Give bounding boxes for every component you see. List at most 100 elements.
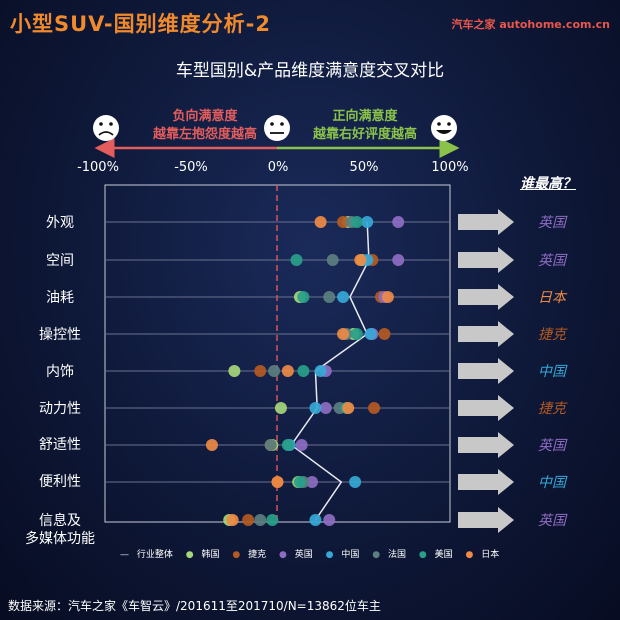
data-point [326,254,339,266]
negative-label-line2: 越靠左抱怨度越高 [152,127,257,142]
data-point [364,328,377,340]
data-point [314,216,327,228]
legend-item: ● 美国 [418,550,453,560]
positive-label: 正向满意度 越靠右好评度越高 [295,108,435,144]
legend-item: ● 法国 [372,550,407,560]
category-label: 舒适性 [39,437,81,453]
winner-arrow [458,432,514,458]
data-point [297,365,310,377]
data-point [392,254,405,266]
category-label: 动力性 [39,401,81,417]
data-point [368,402,381,414]
winner-label: 英国 [538,253,566,269]
positive-label-line1: 正向满意度 [332,109,398,124]
winner-arrow [458,469,514,495]
chart-title: 车型国别&产品维度满意度交叉对比 [175,61,445,81]
legend-label: 中国 [341,550,360,560]
data-point [342,402,355,414]
category-label-line2: 多媒体功能 [25,531,95,547]
sad-face-icon [93,115,119,141]
brand-logo: 汽车之家 autohome.com.cn [451,18,610,31]
data-point [242,514,255,526]
category-label: 操控性 [39,327,81,343]
data-point [309,514,322,526]
legend: — 行业整体 ● 韩国 ● 捷克 ● 英国 ● 中国 ● 法国 ● 美国 ● 日… [120,547,509,560]
data-point [323,514,336,526]
winner-label: 英国 [538,513,566,529]
category-label: 信息及 多媒体功能 [20,512,100,548]
category-label: 油耗 [46,290,74,306]
data-point [319,402,332,414]
category-label: 空间 [46,253,74,269]
data-point [293,476,306,488]
neutral-face-icon [264,115,290,141]
legend-item: ● 捷克 [232,550,267,560]
data-point [337,291,350,303]
data-point [337,328,350,340]
data-point [354,254,367,266]
data-point [268,365,281,377]
category-label: 内饰 [46,364,74,380]
data-point [337,216,350,228]
x-tick-label: -100% [77,160,119,175]
data-point [297,291,310,303]
legend-label: 英国 [294,550,313,560]
data-point [274,402,287,414]
winner-label: 捷克 [538,327,566,343]
data-point [205,439,218,451]
legend-item: ● 中国 [325,550,360,560]
question-label: 谁最高？ [520,176,576,192]
winner-arrow [458,284,514,310]
data-point [392,216,405,228]
legend-label: 韩国 [201,550,220,560]
positive-label-line2: 越靠右好评度越高 [312,127,417,142]
winner-arrow [458,247,514,273]
winner-label: 中国 [538,364,566,380]
legend-label: 日本 [481,550,500,560]
data-point [290,254,303,266]
data-point [314,365,327,377]
legend-item: ● 英国 [279,550,313,560]
winner-label: 英国 [538,438,566,454]
legend-item: ● 韩国 [185,550,220,560]
happy-face-icon [431,115,457,141]
data-point [254,514,267,526]
data-point [381,291,394,303]
winner-arrow [458,507,514,533]
winner-label: 中国 [538,475,566,491]
winner-label: 日本 [538,290,566,306]
x-tick-label: 100% [431,160,469,175]
data-point [266,514,279,526]
negative-label: 负向满意度 越靠左抱怨度越高 [135,108,275,144]
data-point [281,439,294,451]
legend-label: 捷克 [248,550,267,560]
winner-arrow [458,395,514,421]
data-point [254,365,267,377]
legend-item: ● 日本 [465,550,500,560]
data-point [271,476,284,488]
x-tick-label: 50% [349,160,379,175]
data-point [309,402,322,414]
data-point [350,216,363,228]
winner-arrow [458,358,514,384]
legend-label: 行业整体 [136,550,173,560]
legend-label: 法国 [388,550,407,560]
category-label-line1: 信息及 [39,513,81,529]
winner-label: 捷克 [538,401,566,417]
data-point [349,476,362,488]
data-point [323,291,336,303]
data-point [281,365,294,377]
x-tick-label: -50% [174,160,208,175]
data-point [264,439,277,451]
main-title: 小型SUV-国别维度分析-2 [10,12,271,36]
winner-label: 英国 [538,215,566,231]
data-point [226,514,239,526]
data-point [306,476,318,488]
data-point [228,365,241,377]
legend-item: — 行业整体 [120,550,173,560]
x-tick-label: 0% [267,160,289,175]
winner-arrow [458,209,514,235]
negative-label-line1: 负向满意度 [172,109,238,124]
